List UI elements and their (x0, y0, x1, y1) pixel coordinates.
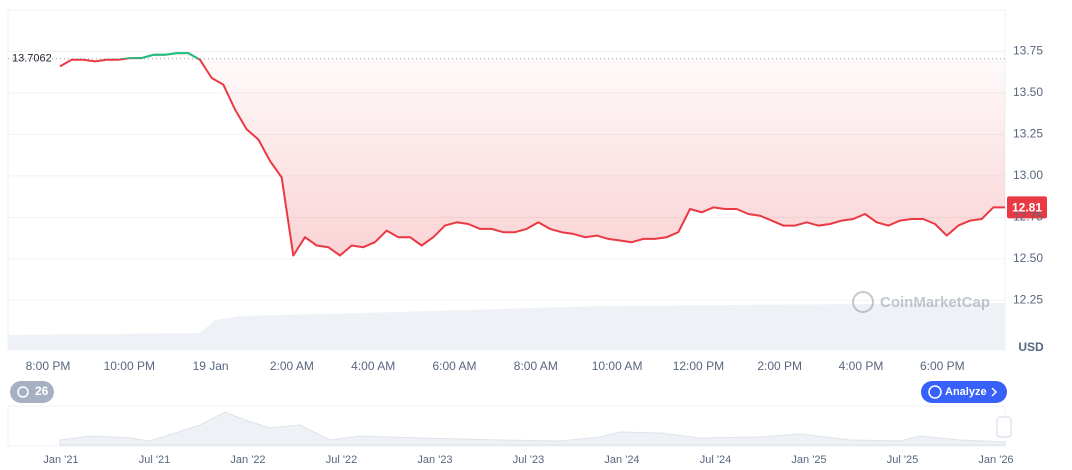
analyze-text: Analyze (945, 386, 987, 398)
badge-text: 26 (35, 384, 49, 398)
y-tick-label: 13.50 (1013, 85, 1043, 99)
unit-label: USD (1018, 340, 1044, 354)
volume-area (8, 303, 1005, 350)
reference-label: 13.7062 (12, 53, 52, 65)
y-tick-label: 13.25 (1013, 127, 1043, 141)
area-fill (60, 53, 1005, 256)
x-tick-label: 10:00 PM (104, 359, 155, 373)
y-tick-label: 12.25 (1013, 292, 1043, 306)
watermark: CoinMarketCap (852, 291, 990, 313)
analyze-button[interactable]: Analyze (921, 381, 1007, 403)
navigator-label: Jan '22 (230, 454, 265, 466)
navigator-label: Jul '24 (700, 454, 731, 466)
x-tick-label: 6:00 AM (432, 359, 476, 373)
price-line (59, 52, 1005, 257)
y-tick-label: 12.75 (1013, 209, 1043, 223)
navigator-label: Jul '25 (887, 454, 918, 466)
x-tick-label: 2:00 AM (270, 359, 314, 373)
navigator-label: Jan '26 (978, 454, 1013, 466)
y-tick-label: 13.75 (1013, 44, 1043, 58)
navigator-label: Jan '25 (791, 454, 826, 466)
navigator-label: Jan '24 (604, 454, 639, 466)
x-tick-label: 19 Jan (193, 359, 229, 373)
badge[interactable]: 26 (10, 381, 54, 403)
last-price-box (1007, 196, 1047, 219)
x-tick-label: 6:00 PM (920, 359, 965, 373)
x-tick-label: 10:00 AM (592, 359, 643, 373)
navigator-label: Jul '23 (513, 454, 544, 466)
navigator-label: Jan '23 (417, 454, 452, 466)
x-tick-label: 12:00 PM (673, 359, 724, 373)
last-price-label: 12.81 (1012, 201, 1042, 215)
navigator-area (59, 411, 1006, 446)
x-tick-label: 4:00 PM (839, 359, 884, 373)
watermark-text: CoinMarketCap (880, 294, 990, 311)
x-tick-label: 2:00 PM (757, 359, 802, 373)
navigator-label: Jul '21 (139, 454, 170, 466)
x-tick-label: 8:00 PM (26, 359, 71, 373)
navigator-label: Jan '21 (43, 454, 78, 466)
x-tick-label: 4:00 AM (351, 359, 395, 373)
navigator-label: Jul '22 (326, 454, 357, 466)
navigator-handle[interactable] (996, 416, 1012, 438)
y-tick-label: 12.50 (1013, 251, 1043, 265)
y-tick-label: 13.00 (1013, 168, 1043, 182)
x-tick-label: 8:00 AM (514, 359, 558, 373)
